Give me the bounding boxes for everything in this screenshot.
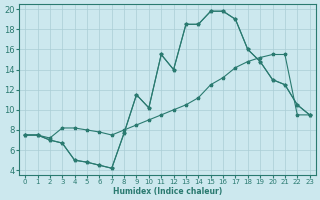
X-axis label: Humidex (Indice chaleur): Humidex (Indice chaleur): [113, 187, 222, 196]
